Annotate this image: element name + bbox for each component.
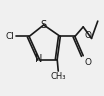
Text: O: O bbox=[84, 31, 91, 40]
Text: CH₃: CH₃ bbox=[50, 72, 66, 81]
Text: N: N bbox=[35, 54, 43, 64]
Text: Cl: Cl bbox=[6, 32, 15, 41]
Text: S: S bbox=[41, 20, 47, 30]
Text: O: O bbox=[84, 58, 91, 67]
